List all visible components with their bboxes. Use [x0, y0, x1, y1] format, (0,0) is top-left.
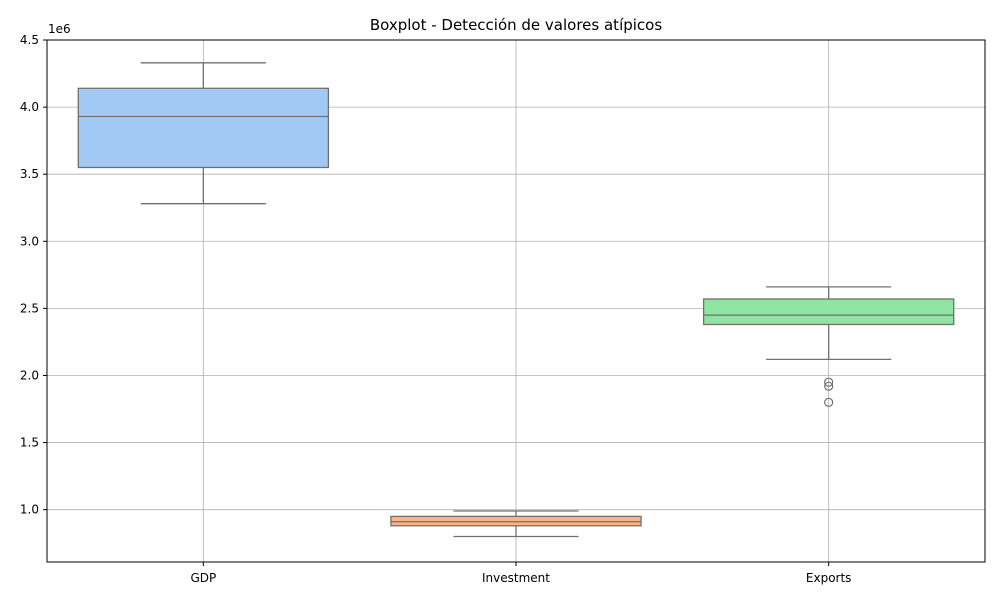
box-gdp — [77, 62, 330, 205]
y-tick-label: 2.5 — [20, 301, 39, 315]
chart-title: Boxplot - Detección de valores atípicos — [370, 16, 663, 34]
outlier-point — [824, 397, 834, 407]
x-tick-label-investment: Investment — [482, 571, 550, 585]
y-tick-label: 4.5 — [20, 33, 39, 47]
box-exports — [702, 286, 955, 407]
y-tick-label: 1.5 — [20, 436, 39, 450]
y-tick-label: 3.0 — [20, 234, 39, 248]
x-tick-label-gdp: GDP — [190, 571, 216, 585]
y-tick-label: 1.0 — [20, 503, 39, 517]
y-tick-label: 3.5 — [20, 167, 39, 181]
axis-ticks: 1.0 1.5 2.0 2.5 3.0 3.5 4.0 4.5 GDP Investment Exp… — [20, 33, 852, 585]
boxes — [77, 62, 955, 538]
y-tick-label: 4.0 — [20, 100, 39, 114]
iqr-box — [702, 298, 955, 326]
outlier-point — [824, 381, 834, 391]
outlier-point — [824, 377, 834, 387]
x-tick-label-exports: Exports — [806, 571, 852, 585]
iqr-box — [390, 515, 642, 527]
y-axis-offset-label: 1e6 — [48, 22, 71, 36]
y-tick-label: 2.0 — [20, 368, 39, 382]
iqr-box — [77, 87, 330, 169]
box-investment — [390, 510, 642, 538]
